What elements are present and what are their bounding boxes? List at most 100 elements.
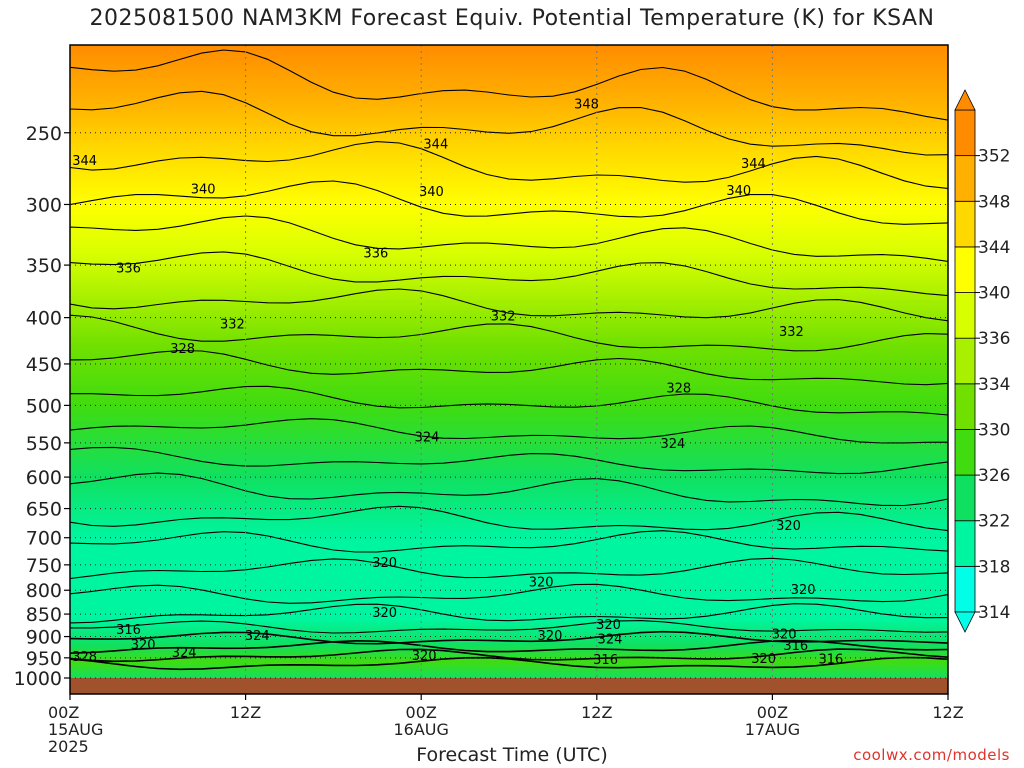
contour-label: 336 bbox=[363, 247, 388, 262]
contour-label: 344 bbox=[72, 154, 97, 169]
y-tick-label: 300 bbox=[26, 194, 62, 216]
contour-label: 332 bbox=[220, 317, 245, 332]
contour-label: 332 bbox=[491, 310, 516, 325]
y-tick-label: 750 bbox=[26, 555, 62, 577]
contour-label: 316 bbox=[593, 653, 618, 668]
contour-line bbox=[70, 141, 948, 189]
contour-line bbox=[70, 49, 948, 121]
chart-title: 2025081500 NAM3KM Forecast Equiv. Potent… bbox=[89, 6, 935, 31]
contour-label: 324 bbox=[598, 632, 623, 647]
credit-link[interactable]: coolwx.com/models bbox=[853, 746, 1010, 764]
colorbar: 314 318 322 326 330 334 336 340 344 348 352 bbox=[954, 89, 1010, 633]
colorbar-label: 352 bbox=[978, 147, 1010, 167]
x-tick-label: 15AUG bbox=[48, 720, 103, 739]
contour-label: 316 bbox=[116, 623, 141, 638]
x-tick-label: 00Z bbox=[406, 703, 437, 722]
y-tick-label: 800 bbox=[26, 580, 62, 602]
colorbar-swatch bbox=[954, 155, 976, 202]
colorbar-swatch bbox=[954, 474, 976, 522]
x-tick-label: 17AUG bbox=[745, 720, 800, 739]
y-tick-label: 500 bbox=[26, 395, 62, 417]
contour-label: 324 bbox=[415, 430, 440, 445]
x-tick-label: 2025 bbox=[48, 737, 89, 756]
contour-label: 336 bbox=[116, 261, 141, 276]
contour-line bbox=[70, 472, 948, 507]
contour-label: 316 bbox=[783, 639, 808, 654]
plot-area bbox=[70, 45, 948, 678]
y-tick-label: 250 bbox=[26, 123, 62, 145]
colorbar-swatch bbox=[954, 337, 976, 385]
contour-label: 344 bbox=[741, 157, 766, 172]
y-tick-label: 350 bbox=[26, 255, 62, 277]
contour-label: 320 bbox=[412, 649, 437, 664]
contour-line bbox=[70, 620, 948, 634]
contour-line bbox=[70, 505, 948, 532]
contour-line bbox=[70, 180, 948, 225]
colorbar-bottom-arrow bbox=[954, 611, 976, 633]
contour-label: 320 bbox=[529, 575, 554, 590]
y-tick-label: 600 bbox=[26, 467, 62, 489]
contour-label: 344 bbox=[423, 138, 448, 153]
x-tick-label: 12Z bbox=[230, 703, 261, 722]
x-tick-label: 12Z bbox=[932, 703, 963, 722]
contour-label: 348 bbox=[574, 97, 599, 112]
colorbar-label: 348 bbox=[978, 192, 1010, 212]
colorbar-label: 336 bbox=[978, 329, 1010, 349]
ground-band bbox=[70, 678, 948, 694]
contour-label: 340 bbox=[419, 185, 444, 200]
colorbar-label: 334 bbox=[978, 375, 1010, 395]
colorbar-label: 330 bbox=[978, 420, 1010, 440]
y-tick-label: 1000 bbox=[14, 668, 62, 690]
contour-label: 320 bbox=[751, 652, 776, 667]
contour-line bbox=[70, 630, 948, 645]
y-tick-label: 550 bbox=[26, 433, 62, 455]
plot-frame bbox=[69, 44, 949, 695]
contour-line bbox=[70, 530, 948, 553]
contour-line bbox=[70, 314, 948, 352]
contour-label: 332 bbox=[779, 325, 804, 340]
contour-line bbox=[70, 418, 948, 444]
contour-label: 340 bbox=[191, 182, 216, 197]
contour-line bbox=[70, 557, 948, 580]
contour-label: 340 bbox=[726, 184, 751, 199]
contour-label: 320 bbox=[372, 606, 397, 621]
contour-label: 320 bbox=[772, 627, 797, 642]
contour-label: 324 bbox=[660, 437, 685, 452]
contour-label: 320 bbox=[791, 583, 816, 598]
contour-line bbox=[70, 251, 948, 297]
contour-lines bbox=[70, 49, 948, 671]
y-tick-label: 650 bbox=[26, 499, 62, 521]
colorbar-label: 340 bbox=[978, 284, 1010, 304]
contour-label: 320 bbox=[538, 629, 563, 644]
contour-label: 328 bbox=[72, 650, 97, 665]
colorbar-swatch bbox=[954, 383, 976, 430]
colorbar-label: 344 bbox=[978, 238, 1010, 258]
x-tick-label: 00Z bbox=[757, 703, 788, 722]
colorbar-swatch bbox=[954, 565, 976, 613]
colorbar-label: 318 bbox=[978, 557, 1010, 577]
x-axis-label: Forecast Time (UTC) bbox=[416, 744, 608, 766]
colorbar-swatch bbox=[954, 246, 976, 293]
contour-label: 320 bbox=[596, 618, 621, 633]
plot-background bbox=[70, 45, 948, 694]
contour-line bbox=[70, 603, 948, 624]
x-tick-label: 00Z bbox=[48, 703, 79, 722]
contour-label: 316 bbox=[819, 653, 844, 668]
contour-line bbox=[70, 656, 948, 671]
contour-line bbox=[70, 385, 948, 416]
contour-labels: 348 344 344 344 340 340 340 336 336 332 332 332 328 3… bbox=[72, 97, 843, 668]
contour-line bbox=[70, 583, 948, 604]
contour-line bbox=[70, 648, 948, 663]
contour-line bbox=[70, 215, 948, 262]
y-tick-label: 700 bbox=[26, 528, 62, 550]
contour-line bbox=[70, 90, 948, 156]
colorbar-swatch bbox=[954, 429, 976, 476]
y-tick-label: 900 bbox=[26, 627, 62, 649]
x-tick-label: 12Z bbox=[581, 703, 612, 722]
colorbar-label: 314 bbox=[978, 603, 1010, 623]
contour-label: 324 bbox=[245, 629, 270, 644]
y-tick-label: 950 bbox=[26, 648, 62, 670]
contour-label: 320 bbox=[776, 519, 801, 534]
axes: 2503003504004505005506006507007508008509… bbox=[14, 44, 964, 756]
